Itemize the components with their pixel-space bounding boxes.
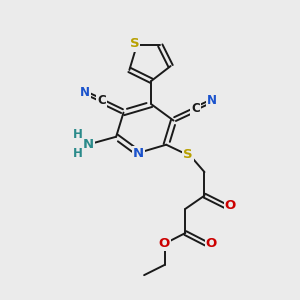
Text: N: N	[80, 86, 90, 99]
Text: N: N	[207, 94, 217, 107]
Text: H: H	[73, 147, 83, 160]
Text: S: S	[184, 148, 193, 161]
Text: O: O	[225, 200, 236, 212]
Text: N: N	[133, 147, 144, 160]
Text: N: N	[82, 138, 94, 151]
Text: O: O	[206, 237, 217, 250]
Text: H: H	[73, 128, 83, 141]
Text: O: O	[158, 237, 170, 250]
Text: S: S	[130, 38, 139, 50]
Text: C: C	[191, 102, 200, 115]
Text: C: C	[97, 94, 106, 107]
